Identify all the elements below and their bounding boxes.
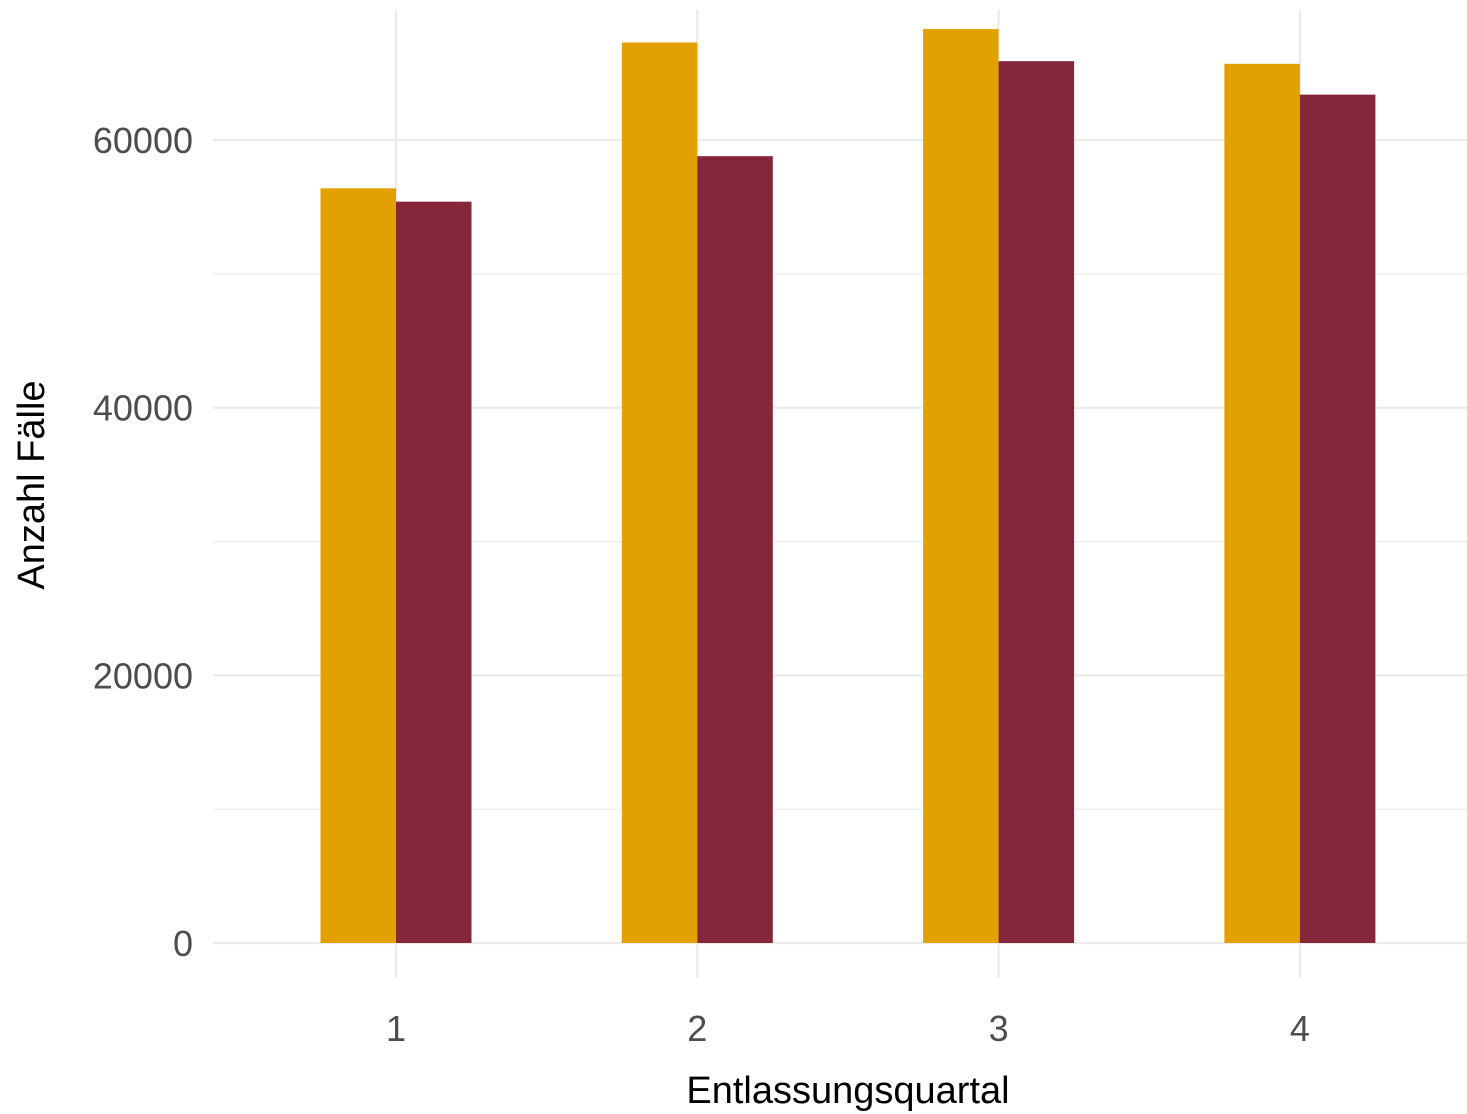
- bar-q3-series-1: [923, 29, 999, 943]
- y-tick-label: 40000: [93, 388, 193, 429]
- x-tick-label: 3: [989, 1008, 1009, 1049]
- bar-q3-series-2: [998, 61, 1075, 943]
- y-axis-ticks: 0 20000 40000 60000: [93, 120, 193, 964]
- x-tick-label: 4: [1290, 1008, 1310, 1049]
- bar-q1-series-1: [320, 188, 396, 943]
- y-tick-label: 0: [173, 923, 193, 964]
- bars: [320, 29, 1376, 944]
- bar-q4-series-1: [1224, 63, 1300, 943]
- x-axis-ticks: 1 2 3 4: [386, 1008, 1310, 1049]
- y-tick-label: 60000: [93, 120, 193, 161]
- x-tick-label: 2: [687, 1008, 707, 1049]
- x-tick-label: 1: [386, 1008, 406, 1049]
- y-axis-title: Anzahl Fälle: [11, 380, 53, 589]
- y-tick-label: 20000: [93, 655, 193, 696]
- bar-q2-series-1: [621, 42, 698, 944]
- bar-q4-series-2: [1299, 94, 1376, 943]
- bar-q1-series-2: [396, 201, 472, 943]
- bar-q2-series-2: [697, 156, 773, 943]
- x-axis-title: Entlassungsquartal: [686, 1070, 1009, 1112]
